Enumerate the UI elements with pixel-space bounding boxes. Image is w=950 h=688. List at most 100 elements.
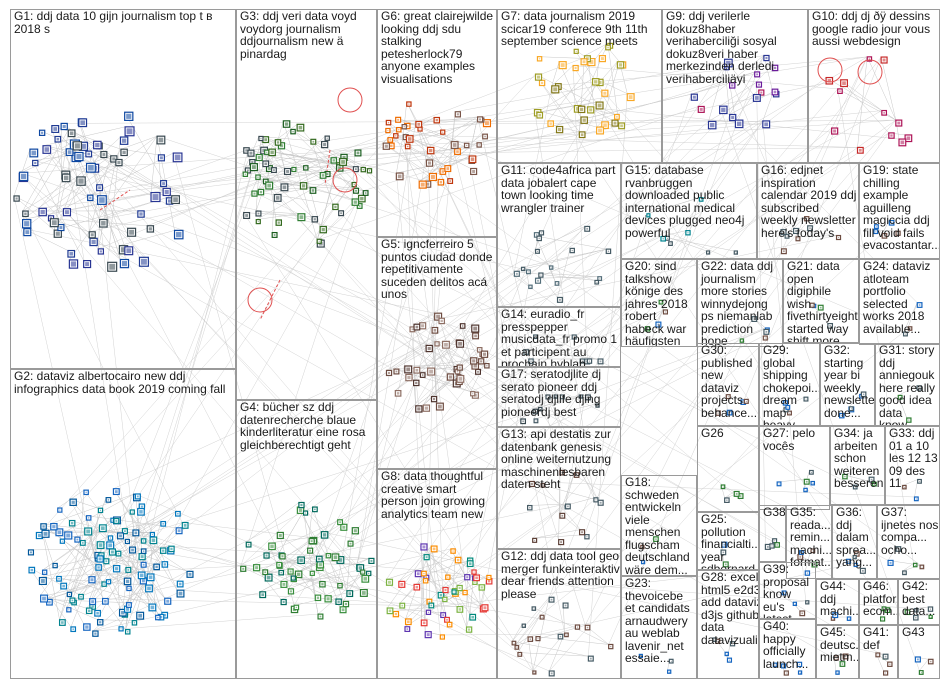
group-panel-g2[interactable]: G2: dataviz albertocairo new ddj infogra… [10, 369, 236, 679]
edge [538, 272, 598, 277]
edge [472, 285, 530, 577]
node-fill [109, 263, 116, 270]
edge [19, 172, 473, 334]
node-fill [786, 235, 788, 237]
node-fill [406, 367, 411, 372]
edge [92, 329, 765, 632]
node-fill [787, 407, 789, 409]
node-fill [538, 113, 541, 117]
node-fill [848, 560, 850, 562]
edge [256, 166, 354, 220]
group-panel-g33[interactable]: G33: ddj 01 a 10 les 12 13 09 des 11 [885, 426, 940, 505]
node-fill [415, 585, 419, 589]
group-panel-g40[interactable]: G40: happy officially launch... [759, 619, 816, 679]
edge [540, 331, 904, 616]
group-panel-g20[interactable]: G20: sind talkshow könige des jahres 201… [621, 259, 697, 347]
edge [536, 235, 607, 250]
group-panel-g4[interactable]: G4: bücher sz ddj datenrecherche blaue k… [236, 400, 377, 679]
group-panel-g18[interactable]: G18: schweden entwickeln viele menschen … [621, 475, 697, 576]
node-fill [387, 121, 390, 124]
node-fill [261, 593, 265, 597]
group-panel-g8[interactable]: G8: data thoughtful creative smart perso… [377, 469, 497, 679]
group-panel-g38[interactable]: G38 [759, 505, 786, 562]
node-fill [905, 333, 907, 335]
group-panel-g28[interactable]: G28: excel html5 e2d3 add dataviz d3js g… [697, 570, 759, 679]
group-panel-g31[interactable]: G31: story ddj anniegouk here really goo… [875, 343, 940, 426]
node-fill [422, 621, 426, 625]
group-panel-g21[interactable]: G21: data open digiphile wish fivethirty… [783, 259, 859, 343]
group-panel-g22[interactable]: G22: data ddj journalism more stories wi… [697, 259, 783, 347]
node-fill [91, 600, 94, 603]
group-panel-g23[interactable]: G23: thevoicebe et candidats arnaudwery … [621, 576, 697, 679]
group-panel-g41[interactable]: G41: def [859, 625, 898, 679]
group-panel-g44[interactable]: G44: ddj machi... [816, 579, 859, 625]
group-panel-g43[interactable]: G43 [898, 625, 940, 679]
node-fill [159, 615, 163, 619]
group-label-g31: G31: story ddj anniegouk here really goo… [879, 343, 936, 426]
self-loop [857, 59, 883, 85]
edge [243, 212, 534, 672]
edge [160, 180, 457, 379]
group-label-g36: G36: ddj dalam sprea... yang... [836, 505, 877, 569]
edge [756, 82, 766, 545]
node-fill [549, 122, 552, 125]
group-panel-g25[interactable]: G25: pollution financialti... year sdber… [697, 512, 759, 570]
group-panel-g7[interactable]: G7: data journalism 2019 scicar19 confer… [497, 9, 662, 163]
node-fill [321, 228, 325, 232]
group-panel-g3[interactable]: G3: ddj veri data voyd voydorg journalis… [236, 9, 377, 400]
group-panel-g11[interactable]: G11: code4africa part data jobalert cape… [497, 163, 621, 307]
group-panel-g19[interactable]: G19: state chilling example aguilleng ma… [859, 163, 940, 259]
group-panel-g16[interactable]: G16: edjnet inspiration calendar 2019 dd… [757, 163, 859, 259]
edge [427, 116, 478, 148]
group-panel-g26[interactable]: G26 [697, 426, 759, 512]
node-fill [908, 419, 910, 421]
group-panel-g29[interactable]: G29: global shipping chokepoi... dream m… [759, 343, 820, 426]
group-panel-g30[interactable]: G30: published new dataviz projects beha… [697, 343, 759, 426]
node-fill [855, 564, 857, 566]
group-panel-g12[interactable]: G12: ddj data tool geo merger funkeinter… [497, 549, 621, 679]
node-fill [55, 231, 60, 236]
edge [54, 197, 167, 231]
node-fill [929, 608, 932, 610]
group-panel-g36[interactable]: G36: ddj dalam sprea... yang... [832, 505, 877, 579]
node-fill [340, 212, 342, 215]
group-panel-g17[interactable]: G17: seratodjlite dj serato pioneer ddj … [497, 367, 621, 427]
group-panel-g13[interactable]: G13: api destatis zur datenbank genesis … [497, 427, 621, 549]
node-fill [909, 328, 911, 330]
group-panel-g46[interactable]: G46: platfor... ecom... [859, 579, 898, 625]
node-fill [773, 90, 777, 94]
node-fill [318, 240, 320, 242]
edge [484, 65, 773, 364]
node-fill [284, 122, 289, 126]
node-fill [809, 227, 811, 229]
group-panel-g15[interactable]: G15: database rvanbruggen downloaded pub… [621, 163, 757, 259]
group-panel-g10[interactable]: G10: ddj dj ðÿ dessins google radio jour… [808, 9, 940, 163]
group-panel-g42[interactable]: G42: best data... [898, 579, 940, 625]
group-panel-g32[interactable]: G32: starting year bi weekly newsletter … [820, 343, 875, 426]
group-panel-g1[interactable]: G1: ddj data 10 gijn journalism top t в … [10, 9, 236, 369]
group-panel-g5[interactable]: G5: igncferreiro 5 puntos ciudad donde r… [377, 237, 497, 469]
node-fill [801, 552, 803, 554]
group-panel-g39[interactable]: G39: proposal know eu's latest... [759, 562, 816, 619]
node-fill [692, 95, 696, 99]
node-fill [756, 73, 759, 76]
edge [386, 65, 725, 580]
edge [32, 160, 527, 271]
node-fill [311, 189, 315, 192]
group-panel-g14[interactable]: G14: euradio_fr presspepper musicdata_fr… [497, 307, 621, 367]
group-panel-g37[interactable]: G37: ijnetes nos compa... ocho... [877, 505, 940, 579]
edge [316, 372, 421, 557]
group-panel-g6[interactable]: G6: great clairejwilde looking ddj sdu s… [377, 9, 497, 237]
node-fill [474, 334, 477, 338]
group-panel-g27[interactable]: G27: pelo vocês [759, 426, 830, 510]
node-fill [603, 123, 607, 127]
edge [406, 101, 449, 179]
group-panel-g24[interactable]: G24: dataviz atloteam portfolio selected… [859, 259, 940, 345]
group-panel-g9[interactable]: G9: ddj verilerle dokuz8haber verihaberc… [662, 9, 808, 163]
node-fill [430, 174, 435, 179]
node-fill [783, 592, 785, 594]
group-panel-g45[interactable]: G45: deutsc... mietm... [816, 625, 859, 679]
node-fill [862, 393, 865, 395]
node-fill [159, 156, 163, 160]
group-panel-g34[interactable]: G34: ja arbeiten schon weiteren besseren… [830, 426, 885, 505]
